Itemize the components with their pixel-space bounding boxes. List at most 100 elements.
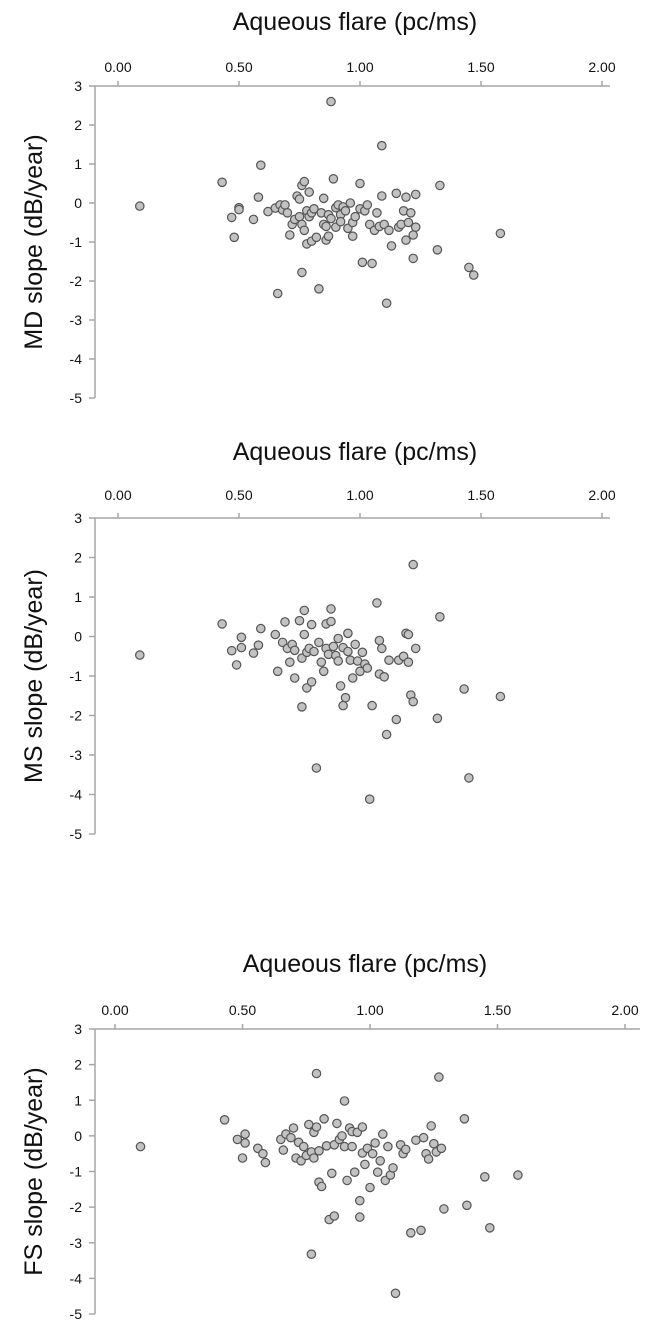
data-point [318,193,329,204]
data-point [326,616,336,627]
data-point [339,1096,350,1106]
x-tick-label: 0.00 [101,1002,128,1018]
x-tick-label: 1.50 [484,1002,511,1018]
y-tick-label: 0 [74,629,82,645]
data-point [435,180,445,191]
data-point [464,262,474,273]
data-point [135,650,145,660]
x-tick-label: 2.00 [588,487,615,503]
data-point [231,660,242,670]
data-point [350,211,360,222]
data-point [386,241,397,251]
data-point [135,201,145,211]
data-point [362,200,373,210]
data-point [326,96,336,107]
data-point [232,1134,243,1145]
data-point [403,217,414,228]
data-point [326,213,336,224]
data-point [367,700,377,711]
y-tick-label: 3 [74,1021,82,1037]
data-point [311,1068,322,1079]
data-point [370,1138,380,1148]
x-axis-title: Aqueous flare (pc/ms) [233,8,478,36]
data-point [405,208,416,218]
data-point [270,629,281,640]
data-point [342,1175,352,1186]
y-tick-label: 0 [74,195,82,211]
data-point [357,647,368,658]
data-point [314,1146,324,1156]
data-point [381,298,392,308]
data-point [372,1167,383,1177]
data-point [294,194,305,204]
data-point [410,189,421,200]
y-tick-label: -5 [70,390,83,406]
data-point [365,1182,375,1193]
y-axis-title: FS slope (dB/year) [20,1067,48,1275]
data-point [468,270,479,280]
x-tick-label: 2.00 [588,59,615,75]
y-tick-label: 2 [74,550,82,566]
y-axis-title: MS slope (dB/year) [20,569,48,783]
data-point [345,198,356,208]
y-tick-label: -5 [70,826,83,842]
data-point [403,657,414,667]
y-tick-label: 3 [74,510,82,526]
x-tick-label: 0.50 [229,1002,256,1018]
data-point [333,633,343,644]
data-point [410,643,421,654]
y-tick-label: -1 [70,668,83,684]
data-point [309,204,319,214]
data-point [364,794,375,804]
data-point [255,160,266,170]
data-point [340,692,351,703]
x-tick-label: 0.50 [225,59,252,75]
data-point [258,1148,268,1159]
data-point [495,691,506,702]
data-point [357,1122,368,1132]
data-point [459,1114,470,1124]
data-point [284,657,295,667]
data-point [289,673,300,683]
data-point [326,604,336,614]
data-point [432,713,443,724]
data-point [318,666,329,677]
data-point [319,1114,329,1124]
data-point [388,1163,398,1173]
data-point [479,1172,490,1182]
data-point [375,1156,385,1166]
data-point [217,177,227,188]
data-point [384,225,394,236]
data-point [340,206,351,216]
data-point [335,216,346,227]
data-point [332,1118,342,1129]
data-point [135,1141,146,1152]
data-point [321,1141,332,1151]
data-point [288,1123,299,1133]
data-point [237,1153,248,1163]
y-tick-label: -2 [70,708,83,724]
data-point [314,637,324,648]
data-point [294,615,305,626]
data-point [428,1138,439,1149]
data-point [337,1131,347,1141]
x-tick-label: 1.50 [467,59,494,75]
data-point [464,773,474,783]
data-point [248,648,259,658]
data-point [299,605,310,616]
data-point [376,643,387,654]
y-tick-label: 0 [74,1128,82,1144]
data-point [311,1122,322,1132]
y-tick-label: 2 [74,1057,82,1073]
data-point [374,635,385,646]
data-point [309,646,319,657]
data-point [306,619,317,630]
y-tick-label: -3 [70,1235,83,1251]
data-point [401,192,411,202]
data-point [513,1170,523,1180]
data-point [360,1159,370,1170]
data-point [299,225,310,236]
data-point [229,232,239,243]
data-point [328,641,339,652]
